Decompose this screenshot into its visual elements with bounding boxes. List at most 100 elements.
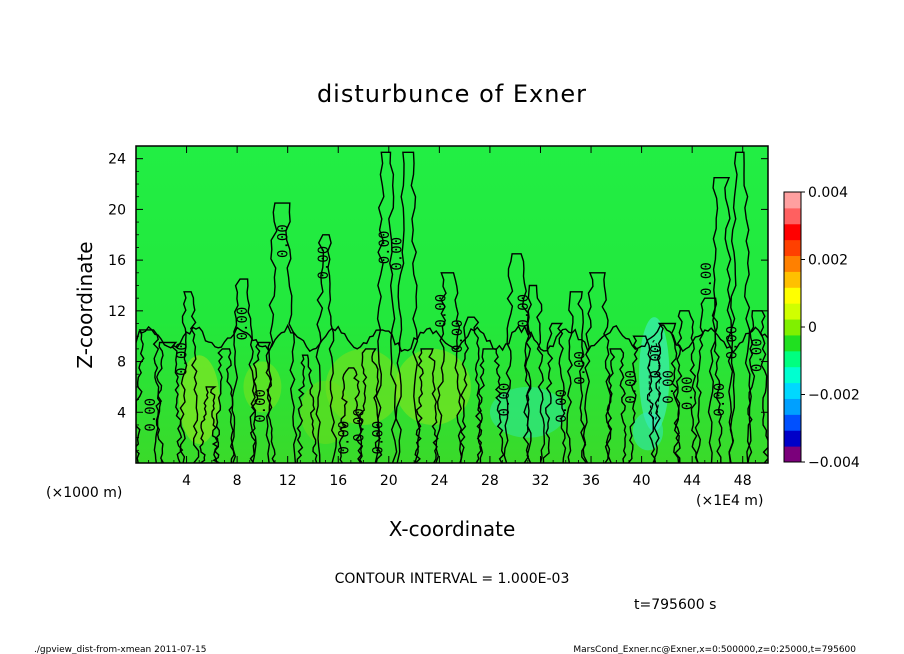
colorbar-segment (784, 430, 801, 447)
contour-line (746, 310, 768, 463)
colorbar-segment (784, 303, 801, 320)
colorbar-tick-label: 0 (808, 320, 817, 336)
contour-label: 0.00 (316, 246, 332, 280)
contour-line (199, 386, 220, 463)
contour-label: 0.00 (175, 342, 191, 376)
x-axis-unit: (×1E4 m) (696, 493, 763, 509)
colorbar-segment (784, 192, 801, 209)
contour-line (565, 291, 587, 463)
colorbar-segment (784, 398, 801, 415)
contour-line (414, 348, 439, 463)
x-tick-label: 4 (182, 473, 191, 489)
contour-label: 0.00 (336, 421, 352, 455)
contour-label: 0.00 (699, 262, 715, 296)
colorbar-segment (784, 366, 801, 384)
y-tick-label: 16 (108, 253, 126, 269)
contour-label: 0.00 (352, 408, 368, 442)
colorbar-tick-label: −0.004 (808, 455, 860, 471)
colorbar-tick-label: −0.002 (808, 388, 860, 404)
contour-label: 0.00 (554, 389, 570, 423)
contour-line (604, 348, 627, 463)
colorbar-segment (784, 239, 801, 257)
x-tick-label: 48 (734, 473, 752, 489)
contour-line (338, 367, 364, 463)
contour-line (296, 354, 318, 463)
colorbar-tick-label: 0.004 (808, 185, 848, 201)
y-tick-label: 24 (108, 152, 126, 168)
contour-line (542, 322, 567, 463)
contour-label: 0.00 (450, 319, 466, 353)
contour-line (728, 151, 752, 463)
contour-line (395, 151, 421, 463)
contour-line (673, 310, 699, 463)
contour-label: 0.00 (712, 383, 728, 417)
x-tick-label: 16 (329, 473, 347, 489)
contour-line (522, 284, 546, 463)
colorbar-segment (784, 446, 801, 463)
contour-label: 0.00 (750, 338, 766, 372)
shading-patch (639, 317, 670, 432)
y-axis-label: Z-coordinate (73, 241, 97, 368)
contour-line (475, 348, 505, 463)
time-label: t=795600 s (634, 597, 716, 613)
contour-label: 0.00 (573, 351, 589, 385)
y-axis-ticks: 4 8 12 16 20 24 (108, 152, 768, 451)
contour-line (179, 291, 200, 463)
colorbar-segment (784, 223, 801, 241)
shading-patch (178, 355, 220, 444)
footer-left: ./gpview_dist-from-xmean 2011-07-15 (34, 645, 206, 654)
contour-label: 0.00 (143, 398, 159, 432)
contour-label: 0.00 (724, 326, 740, 360)
x-tick-label: 20 (380, 473, 398, 489)
colorbar-segment (784, 334, 801, 352)
contour-line (213, 348, 235, 463)
y-axis-unit: (×1000 m) (46, 485, 122, 501)
contour-interval-label: CONTOUR INTERVAL = 1.000E-03 (335, 571, 570, 587)
contour-line (136, 329, 165, 463)
contour-label: 0.00 (680, 376, 696, 410)
x-axis-label: X-coordinate (389, 517, 516, 541)
y-tick-label: 12 (108, 304, 126, 320)
footer-right: MarsCond_Exner.nc@Exner,x=0:500000,z=0:2… (573, 645, 856, 654)
x-tick-label: 32 (532, 473, 550, 489)
contour-label: 0.00 (661, 370, 677, 404)
x-tick-label: 24 (430, 473, 448, 489)
contour-line (231, 278, 257, 463)
contour-line (435, 272, 463, 463)
colorbar-segment (784, 271, 801, 288)
shading-patch (632, 412, 664, 451)
x-tick-label: 40 (633, 473, 651, 489)
contour-label: 0.00 (235, 307, 251, 341)
colorbar-segment (784, 414, 801, 431)
colorbar-segment (784, 319, 801, 336)
shading-patch (395, 348, 471, 425)
contour-line (374, 151, 398, 463)
colorbar-segment (784, 382, 801, 399)
y-tick-label: 20 (108, 202, 126, 218)
colorbar-tick-label: 0.002 (808, 253, 848, 269)
y-tick-label: 4 (117, 405, 126, 421)
colorbar-segment (784, 255, 801, 272)
contour-label: 0.00 (276, 224, 292, 258)
contour-labels: 0.000.000.000.000.000.000.00 0.00 0.000.00… (143, 224, 766, 454)
contour-line (707, 177, 734, 463)
contour-line (136, 323, 768, 354)
chart-title: disturbunce of Exner (317, 80, 587, 108)
contour-label: 0.00 (623, 370, 639, 404)
x-tick-label: 28 (481, 473, 499, 489)
contour-line (315, 234, 338, 463)
x-axis-ticks: 4 8 12 16 20 24 28 32 36 40 44 48 (148, 146, 756, 489)
x-tick-label: 44 (683, 473, 701, 489)
shading-patch (489, 386, 566, 438)
contour-label: 0.00 (371, 421, 387, 455)
contour-label: 0.00 (649, 345, 665, 379)
contour-line (694, 297, 723, 463)
contour-label: 0.00 (434, 294, 450, 328)
x-tick-label: 36 (582, 473, 600, 489)
contour-line (249, 341, 276, 463)
colorbar-segment (784, 207, 801, 225)
colorbar-segment (784, 350, 801, 368)
contour-line (459, 316, 484, 463)
contour-label: 0.00 (377, 231, 393, 265)
